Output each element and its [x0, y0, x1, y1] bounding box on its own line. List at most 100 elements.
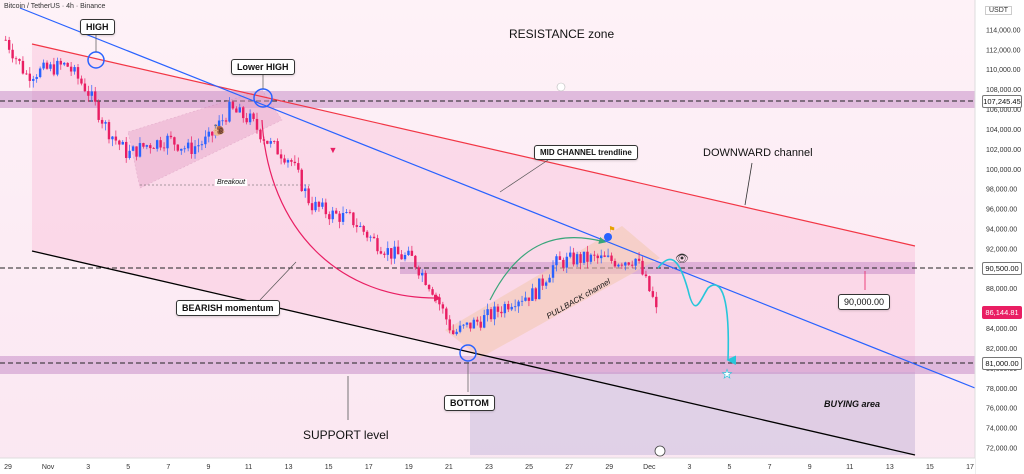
- candle-body: [328, 214, 331, 220]
- event-icon: [556, 82, 566, 92]
- candle-body: [204, 136, 207, 145]
- candle-body: [541, 278, 544, 286]
- x-tick-label: 17: [966, 464, 974, 471]
- candle-body: [634, 258, 637, 266]
- candle-body: [217, 120, 221, 129]
- bearish-pointer: [259, 261, 297, 301]
- bottom-label: BOTTOM: [444, 395, 495, 411]
- lower-high-label: Lower HIGH: [231, 59, 295, 75]
- candle-body: [414, 255, 417, 268]
- candle-body: [524, 297, 527, 301]
- time-axis[interactable]: [0, 458, 975, 474]
- candle-body: [145, 145, 149, 147]
- candle-body: [624, 262, 627, 266]
- candle-body: [427, 285, 431, 290]
- y-tick-label: 92,000.00: [986, 246, 1017, 253]
- candle-body: [331, 210, 334, 220]
- candle-body: [551, 265, 555, 278]
- snail-icon: 🐌: [212, 124, 226, 137]
- candle-body: [586, 251, 589, 262]
- x-tick-label: 15: [926, 464, 934, 471]
- candle-body: [407, 250, 410, 255]
- price-axis[interactable]: [975, 0, 1024, 474]
- y-tick-label: 76,000.00: [986, 406, 1017, 413]
- candle-body: [293, 161, 297, 164]
- flag-icon: ⚑: [608, 225, 615, 234]
- candle-body: [637, 258, 641, 261]
- y-tick-label: 98,000.00: [986, 187, 1017, 194]
- candle-body: [352, 212, 355, 226]
- candle-body: [338, 213, 341, 222]
- current-price-tag[interactable]: 86,144.81: [982, 306, 1022, 319]
- mid-channel-label: MID CHANNEL trendline: [534, 145, 638, 160]
- resistance-price-tag[interactable]: 107,245.45: [982, 95, 1022, 108]
- candle-body: [610, 255, 613, 261]
- symbol-title[interactable]: Bitcoin / TetherUS · 4h · Binance: [4, 3, 106, 10]
- resistance-zone-band: [0, 91, 975, 108]
- candle-body: [73, 67, 76, 72]
- candle-body: [465, 322, 469, 325]
- candle-body: [345, 212, 348, 213]
- candle-body: [252, 113, 255, 119]
- candle-body: [11, 49, 14, 59]
- candle-body: [242, 107, 245, 119]
- candle-body: [152, 148, 155, 149]
- mid-channel-pointer: [499, 159, 549, 193]
- candle-body: [28, 73, 32, 81]
- y-tick-label: 112,000.00: [986, 47, 1021, 54]
- candle-body: [297, 163, 300, 170]
- candle-body: [386, 248, 389, 255]
- candle-body: [231, 101, 235, 109]
- candle-body: [18, 58, 21, 61]
- candle-body: [441, 304, 445, 309]
- y-tick-label: 78,000.00: [986, 386, 1017, 393]
- candle-body: [451, 330, 455, 335]
- candle-body: [421, 272, 424, 276]
- eye-icon: 👁: [675, 253, 689, 265]
- candle-body: [245, 118, 248, 123]
- candle-body: [111, 136, 114, 140]
- candle-body: [613, 260, 617, 267]
- x-tick-label: 7: [768, 464, 772, 471]
- candle-body: [334, 210, 338, 214]
- x-tick-label: Nov: [42, 464, 55, 471]
- candle-body: [279, 154, 283, 159]
- resistance-zone-label: RESISTANCE zone: [509, 27, 615, 41]
- candle-body: [400, 254, 403, 260]
- mid-channel-trendline: [19, 7, 981, 391]
- candle-body: [176, 144, 180, 151]
- candle-body: [248, 113, 252, 123]
- candle-body: [180, 148, 183, 151]
- support-zone-band: [0, 356, 975, 374]
- support-level-label: SUPPORT level: [303, 428, 389, 442]
- x-tick-label: 17: [365, 464, 373, 471]
- candle-body: [286, 160, 290, 163]
- candle-body: [290, 160, 293, 162]
- candle-body: [66, 62, 69, 67]
- candle-body: [228, 101, 231, 122]
- y-tick-label: 72,000.00: [986, 446, 1017, 453]
- candle-body: [596, 255, 599, 259]
- currency-label[interactable]: USDT: [985, 6, 1013, 15]
- mid-price-tag[interactable]: 90,500.00: [982, 262, 1022, 275]
- candle-body: [235, 108, 238, 113]
- candle-body: [376, 238, 379, 252]
- candle-body: [224, 120, 228, 122]
- bearish-momentum-arrow: [261, 119, 442, 302]
- candle-body: [396, 246, 400, 255]
- candle-body: [276, 141, 279, 155]
- candle-body: [448, 319, 451, 331]
- y-tick-label: 82,000.00: [986, 346, 1017, 353]
- candle-body: [87, 91, 90, 96]
- candle-body: [393, 246, 396, 259]
- y-tick-label: 114,000.00: [986, 27, 1021, 34]
- candle-body: [214, 128, 217, 136]
- candle-body: [589, 254, 593, 262]
- support-price-tag[interactable]: 81,000.00: [982, 357, 1022, 370]
- candle-body: [569, 252, 572, 257]
- downward-channel-label: DOWNWARD channel: [703, 147, 813, 159]
- candle-body: [600, 255, 603, 259]
- bottom-marker: [459, 344, 477, 362]
